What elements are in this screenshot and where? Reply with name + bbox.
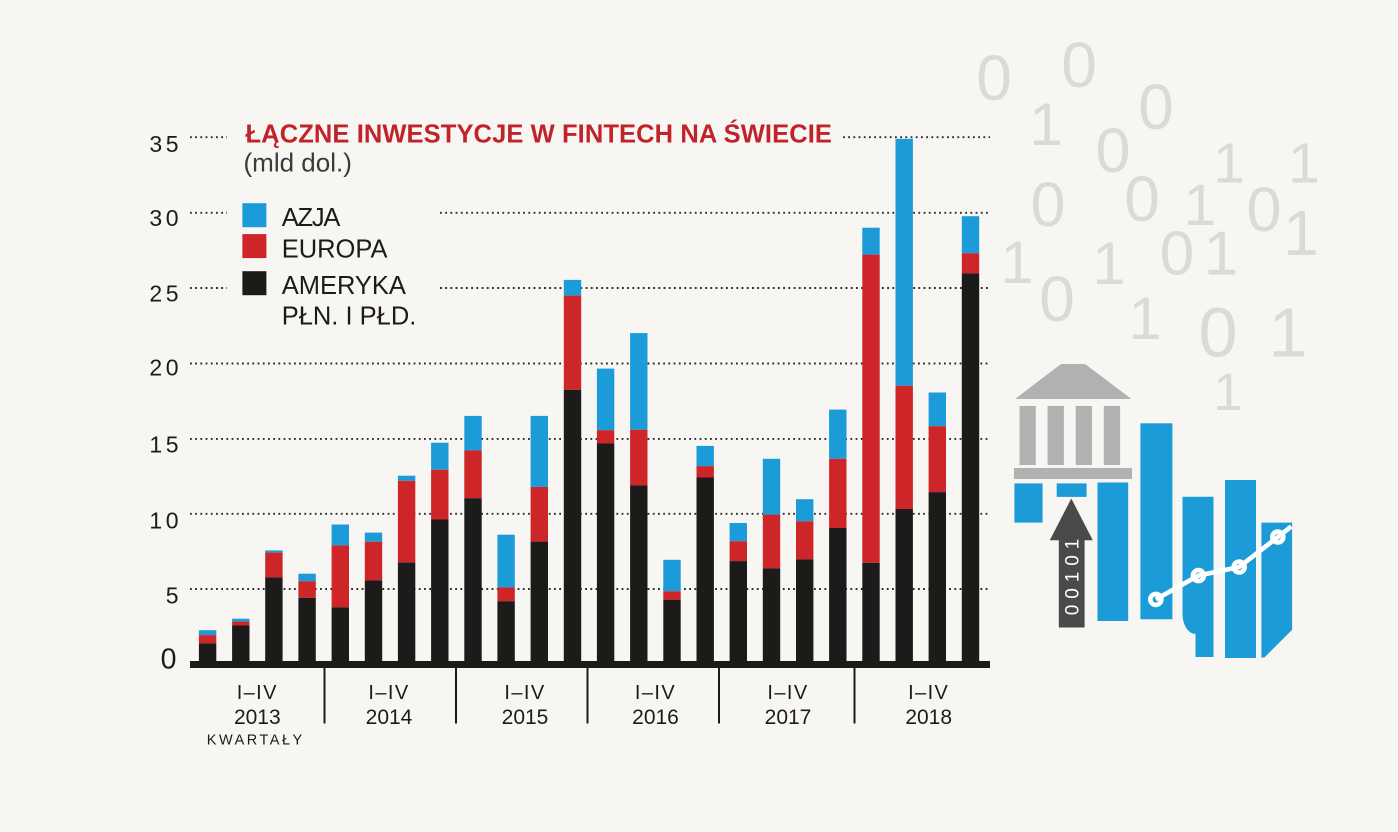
svg-text:35: 35	[149, 131, 182, 157]
svg-text:0: 0	[1061, 29, 1097, 101]
svg-text:0: 0	[1039, 263, 1075, 335]
svg-text:I–IV: I–IV	[504, 682, 545, 704]
svg-text:I–IV: I–IV	[237, 682, 278, 704]
svg-text:(mld dol.): (mld dol.)	[244, 147, 352, 177]
svg-text:5: 5	[166, 582, 182, 608]
svg-text:10: 10	[149, 507, 182, 533]
svg-text:1: 1	[1213, 132, 1245, 196]
svg-text:0: 0	[1124, 163, 1160, 235]
svg-text:2015: 2015	[502, 706, 549, 729]
svg-text:1: 1	[1128, 285, 1161, 352]
svg-text:1: 1	[1184, 173, 1216, 238]
svg-text:1: 1	[1092, 230, 1125, 297]
svg-text:0: 0	[1030, 170, 1065, 240]
svg-text:1: 1	[1029, 91, 1062, 158]
svg-text:AZJA: AZJA	[282, 204, 341, 232]
svg-text:0: 0	[1246, 175, 1281, 245]
svg-text:2018: 2018	[905, 706, 952, 729]
svg-text:0: 0	[161, 644, 177, 676]
svg-text:2016: 2016	[632, 706, 679, 729]
svg-text:0: 0	[1138, 71, 1174, 143]
svg-text:1: 1	[1000, 229, 1033, 296]
svg-text:25: 25	[149, 280, 182, 306]
svg-text:2013: 2013	[234, 706, 281, 729]
svg-text:00101: 00101	[1063, 533, 1084, 615]
svg-text:I–IV: I–IV	[767, 682, 808, 704]
svg-text:I–IV: I–IV	[368, 682, 409, 704]
svg-text:2017: 2017	[765, 706, 812, 729]
svg-text:1: 1	[1213, 363, 1242, 422]
svg-text:0: 0	[1160, 220, 1194, 289]
svg-text:30: 30	[149, 205, 182, 231]
svg-text:0: 0	[1199, 293, 1238, 371]
svg-text:1: 1	[1283, 197, 1319, 269]
svg-text:1: 1	[1288, 132, 1320, 196]
svg-text:PŁN. I PŁD.: PŁN. I PŁD.	[282, 302, 417, 330]
svg-text:0: 0	[976, 42, 1012, 114]
svg-text:1: 1	[1204, 220, 1238, 289]
svg-text:1: 1	[1269, 293, 1308, 371]
svg-text:2014: 2014	[366, 706, 413, 729]
svg-text:ŁĄCZNE INWESTYCJE W FINTECH NA: ŁĄCZNE INWESTYCJE W FINTECH NA ŚWIECIE	[246, 118, 833, 148]
svg-text:AMERYKA: AMERYKA	[282, 272, 406, 300]
svg-text:I–IV: I–IV	[635, 682, 676, 704]
svg-text:I–IV: I–IV	[908, 682, 949, 704]
svg-text:20: 20	[149, 355, 182, 381]
svg-text:0: 0	[1095, 116, 1130, 186]
svg-text:EUROPA: EUROPA	[282, 235, 388, 263]
svg-text:KWARTAŁY: KWARTAŁY	[207, 733, 305, 749]
svg-text:15: 15	[149, 432, 182, 458]
